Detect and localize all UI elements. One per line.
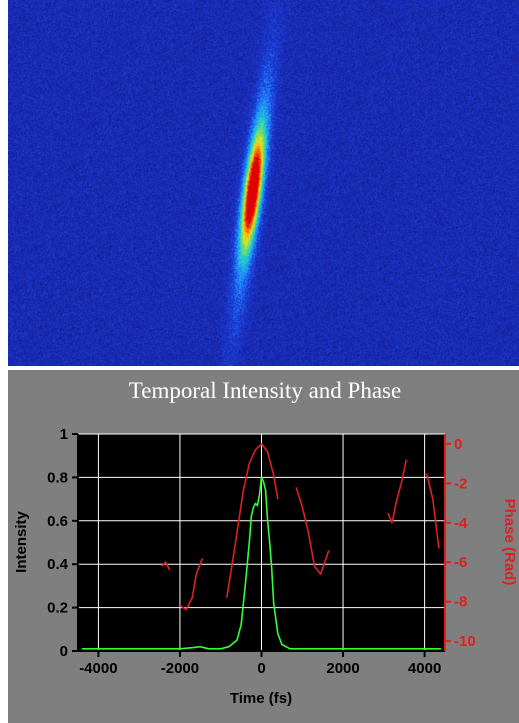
phase-line-segment xyxy=(295,487,330,575)
phase-line-segment xyxy=(387,459,408,524)
x-axis-title: Time (fs) xyxy=(230,690,292,707)
series-layer xyxy=(82,443,441,650)
intensity-line xyxy=(82,476,441,650)
phase-line-segment xyxy=(179,558,204,611)
spectrogram-heatmap xyxy=(8,0,519,366)
axes: -4000 -2000 0 2000 4000 0 0.2 0.4 0.6 0.8 1 -10 -8 -6… xyxy=(47,426,476,677)
y2-axis-title: Phase (Rad) xyxy=(501,499,518,586)
y-tick-label: 0.2 xyxy=(47,600,68,617)
y-tick-label: 0 xyxy=(60,643,68,660)
x-tick-label: 0 xyxy=(257,660,265,677)
y2-tick-label: -2 xyxy=(454,475,467,492)
y2-tick-label: 0 xyxy=(454,436,462,453)
y-tick-label: 0.6 xyxy=(47,513,68,530)
x-tick-label: -4000 xyxy=(79,660,117,677)
y-axis-title: Intensity xyxy=(13,511,30,573)
x-tick-label: 4000 xyxy=(408,660,441,677)
y2-tick-label: -10 xyxy=(454,633,476,650)
y2-tick-label: -4 xyxy=(454,515,468,532)
spectrogram-canvas xyxy=(8,0,519,366)
y-tick-label: 0.4 xyxy=(47,556,69,573)
intensity-phase-plot-panel: Temporal Intensity and Phase -4000 -2000 0… xyxy=(8,370,519,723)
phase-line-segment xyxy=(425,473,440,549)
phase-line-segment xyxy=(226,443,279,598)
y-tick-label: 1 xyxy=(60,426,68,443)
x-tick-label: -2000 xyxy=(161,660,199,677)
chart-title: Temporal Intensity and Phase xyxy=(129,378,401,403)
x-tick-label: 2000 xyxy=(326,660,359,677)
y-tick-label: 0.8 xyxy=(47,469,68,486)
phase-line-segment xyxy=(161,561,171,571)
y2-tick-label: -6 xyxy=(454,554,467,571)
y2-tick-label: -8 xyxy=(454,594,467,611)
intensity-phase-chart: Temporal Intensity and Phase -4000 -2000 0… xyxy=(13,378,518,707)
